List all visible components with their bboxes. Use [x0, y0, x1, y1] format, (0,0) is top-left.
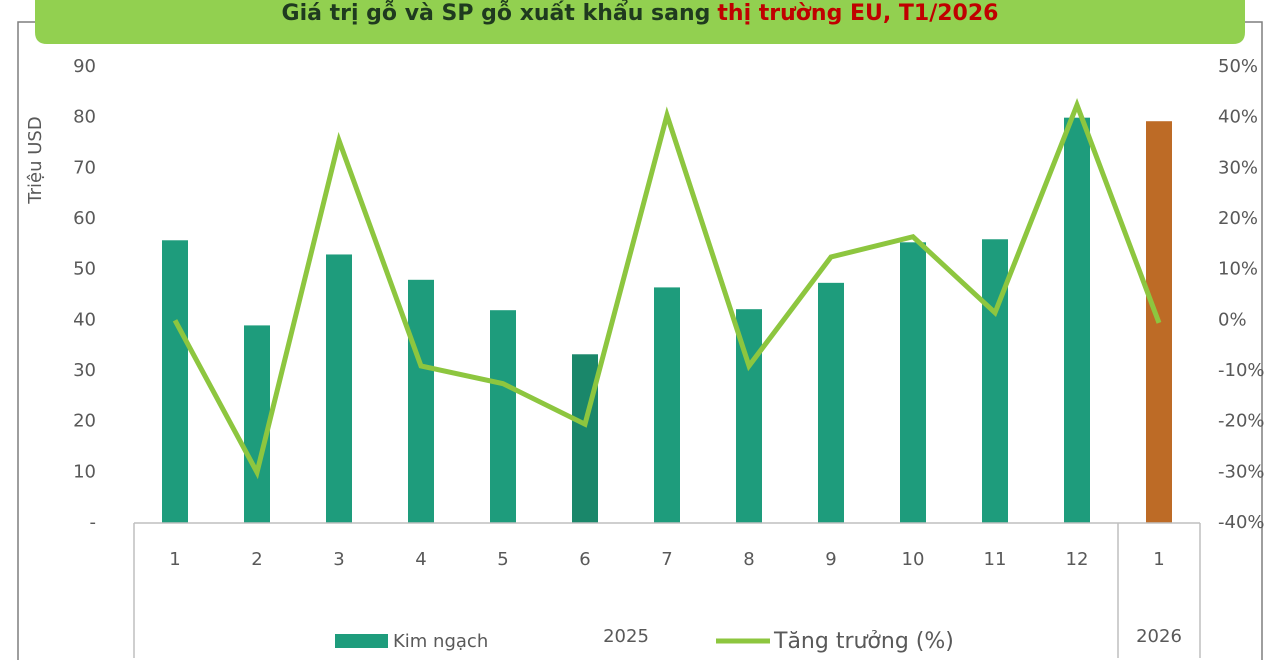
x-tick-label: 1 [169, 549, 180, 570]
x-tick-label: 6 [579, 549, 590, 570]
legend-swatch [335, 634, 388, 648]
y-tick-label: 70 [73, 157, 96, 178]
x-tick-label: 11 [984, 549, 1007, 570]
bar [900, 242, 926, 523]
x-tick-label: 5 [497, 549, 508, 570]
frame [17, 21, 1263, 660]
bar [326, 254, 352, 523]
x-tick-label: 10 [902, 549, 925, 570]
bar [162, 240, 188, 523]
y2-tick-label: 10% [1218, 259, 1258, 280]
y-tick-label: 30 [73, 360, 96, 381]
y2-tick-label: 30% [1218, 157, 1258, 178]
y-tick-label: 50 [73, 259, 96, 280]
legend-label: Tăng trưởng (%) [773, 629, 954, 654]
legend-label: Kim ngạch [393, 631, 488, 652]
bar [490, 310, 516, 523]
bar [244, 325, 270, 523]
y-tick-label: 60 [73, 208, 96, 229]
y2-tick-label: 20% [1218, 208, 1258, 229]
y2-tick-label: 40% [1218, 107, 1258, 128]
bar [1064, 117, 1090, 524]
x-tick-label: 1 [1153, 549, 1164, 570]
bar [572, 354, 598, 523]
y-axis-label: Triệu USD [25, 116, 46, 204]
y2-tick-label: 0% [1218, 309, 1247, 330]
x-tick-label: 12 [1066, 549, 1089, 570]
y-tick-label: 90 [73, 56, 96, 77]
y-tick-label: 80 [73, 107, 96, 128]
chart-title: Giá trị gỗ và SP gỗ xuất khẩu sang thị tr… [282, 0, 999, 26]
bar [818, 282, 844, 523]
y-tick-label: - [90, 512, 97, 533]
y-tick-label: 20 [73, 411, 96, 432]
bar [408, 279, 434, 523]
x-tick-label: 3 [333, 549, 344, 570]
bar [982, 239, 1008, 523]
x-tick-label: 8 [743, 549, 754, 570]
title-main: Giá trị gỗ và SP gỗ xuất khẩu sang [282, 0, 711, 26]
x-tick-label: 9 [825, 549, 836, 570]
line [172, 98, 1162, 480]
y2-tick-label: -30% [1218, 461, 1265, 482]
y2-tick-label: -10% [1218, 360, 1265, 381]
x-group-label: 2025 [603, 626, 649, 647]
y-tick-label: 10 [73, 461, 96, 482]
title-banner [35, 0, 1245, 44]
title-highlight: thị trường EU, T1/2026 [717, 1, 998, 26]
y2-tick-label: -20% [1218, 411, 1265, 432]
y2-tick-label: 50% [1218, 56, 1258, 77]
bar [654, 287, 680, 523]
x-tick-label: 2 [251, 549, 262, 570]
x-tick-label: 7 [661, 549, 672, 570]
x-tick-label: 4 [415, 549, 426, 570]
x-group-label: 2026 [1136, 626, 1182, 647]
y-tick-label: 40 [73, 309, 96, 330]
y2-tick-label: -40% [1218, 512, 1265, 533]
